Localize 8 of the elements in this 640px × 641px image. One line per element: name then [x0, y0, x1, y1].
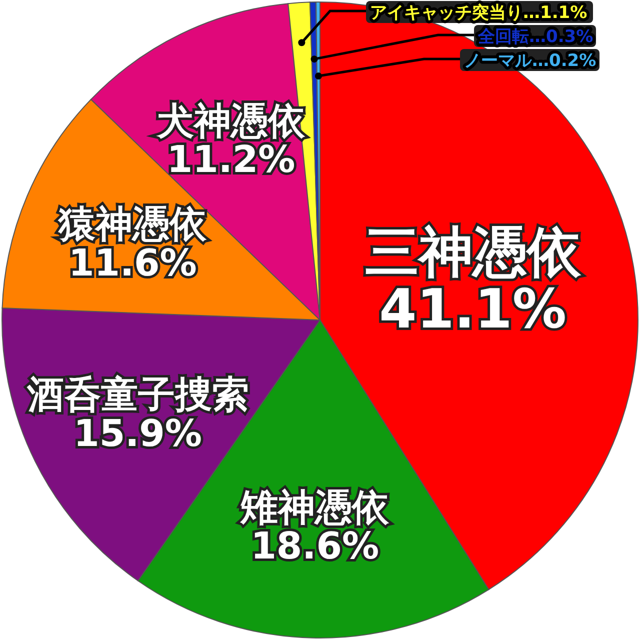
slice-label: ノーマル	[464, 51, 532, 71]
data-label: …1.1%	[523, 3, 588, 23]
data-label: 11.2%	[166, 138, 296, 182]
data-label: …0.2%	[532, 51, 596, 71]
data-label: …0.3%	[529, 27, 594, 47]
slice-label: 全回転	[478, 27, 529, 47]
slice-label: アイキャッチ突当り	[370, 3, 523, 23]
slice-label: 三神憑依	[364, 220, 582, 284]
